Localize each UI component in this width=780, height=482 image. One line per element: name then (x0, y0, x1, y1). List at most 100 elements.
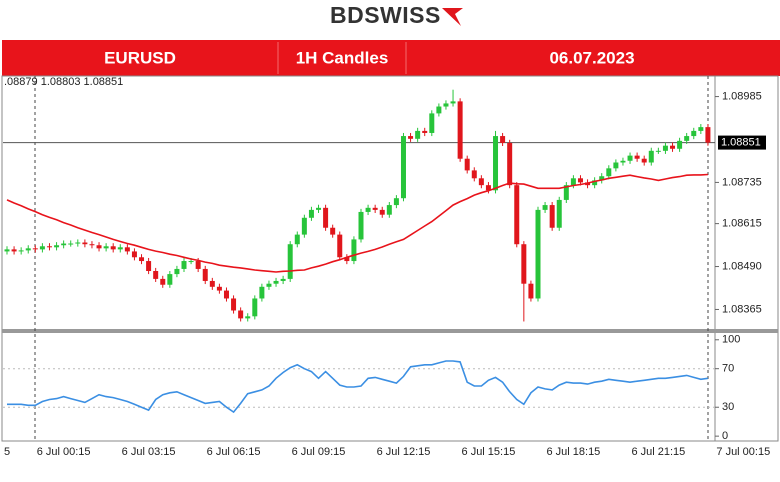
candle-body (705, 127, 711, 143)
date: 06.07.2023 (549, 48, 634, 67)
candle-body (82, 242, 88, 245)
candle-body (613, 162, 619, 169)
candle-body (124, 247, 130, 252)
candle-body (238, 310, 244, 319)
candle-body (96, 245, 102, 249)
y-tick-label: 1.08490 (722, 260, 762, 272)
candle-body (500, 136, 506, 143)
y-tick-label: 1.08735 (722, 176, 762, 188)
candle-body (316, 207, 322, 210)
candle-body (408, 136, 414, 139)
candle-body (103, 246, 109, 249)
candle-body (139, 257, 145, 262)
x-tick-label: 6 Jul 09:15 (292, 446, 346, 458)
candle-body (577, 178, 583, 183)
moving-average (6, 173, 708, 273)
y-tick-label: 1.08365 (722, 303, 762, 315)
candle-body (386, 205, 392, 215)
candle-body (691, 130, 697, 137)
candle-body (393, 198, 399, 206)
candle-body (662, 145, 668, 151)
candle-body (634, 155, 640, 159)
timeframe: 1H Candles (296, 48, 389, 67)
candle-body (606, 168, 612, 177)
candle-body (89, 244, 95, 246)
candle-body (110, 246, 116, 250)
x-tick-label: 6 Jul 21:15 (631, 446, 685, 458)
symbol: EURUSD (104, 48, 176, 67)
rsi-tick-label: 100 (722, 334, 740, 346)
x-tick-label: 6 Jul 18:15 (546, 446, 600, 458)
ohlc-readout: .08879 1.08803 1.08851 (4, 76, 123, 88)
candle-body (308, 209, 314, 218)
candle-body (379, 209, 385, 215)
candle-body (46, 246, 52, 248)
candle-body (457, 101, 463, 159)
candle-body (365, 207, 371, 212)
candle-body (209, 280, 215, 287)
candle-body (372, 207, 378, 210)
candle-body (599, 176, 605, 181)
candle-body (563, 185, 569, 200)
candle-body (245, 316, 251, 319)
candle-body (358, 211, 364, 240)
candle-body (202, 268, 208, 281)
candle-body (252, 298, 258, 317)
candle-body (68, 243, 74, 245)
candle-body (337, 234, 343, 258)
candle-body (429, 113, 435, 133)
candle-body (344, 257, 350, 262)
candle-body (167, 274, 173, 285)
candle-body (231, 298, 237, 311)
candle-body (620, 160, 626, 163)
candle-body (471, 170, 477, 179)
x-tick-label: 6 Jul 12:15 (377, 446, 431, 458)
y-tick-label: 1.08615 (722, 218, 762, 230)
y-tick-label: 1.08985 (722, 90, 762, 102)
candle-body (4, 249, 10, 252)
candle-body (450, 101, 456, 104)
x-tick-label: 7 Jul 00:15 (716, 446, 770, 458)
candle-body (485, 185, 491, 191)
candle-body (648, 150, 654, 163)
candle-body (528, 283, 534, 299)
candle-body (174, 268, 180, 275)
candle-body (592, 180, 598, 186)
candle-body (280, 278, 286, 281)
candle-body (188, 261, 194, 263)
rsi-tick-label: 0 (722, 430, 728, 442)
rsi-tick-label: 30 (722, 401, 734, 413)
candle-body (542, 205, 548, 210)
candle-body (18, 250, 24, 252)
candle-body (443, 103, 449, 107)
last-price-label: 1.08851 (721, 136, 761, 148)
rsi-tick-label: 70 (722, 363, 734, 375)
candle-body (223, 290, 229, 299)
candle-body (677, 140, 683, 149)
candle-body (422, 130, 428, 133)
candle-body (287, 244, 293, 279)
rsi-line (7, 360, 709, 414)
candle-body (351, 239, 357, 262)
candle-body (160, 278, 166, 285)
candle-body (54, 245, 60, 248)
candle-body (464, 158, 470, 171)
candle-body (670, 145, 676, 149)
candle-body (61, 243, 67, 246)
logo-icon (442, 8, 463, 26)
candle-body (146, 261, 152, 272)
candle-body (556, 199, 562, 228)
candle-body (153, 271, 159, 279)
candle-body (655, 150, 661, 152)
candle-body (478, 178, 484, 186)
candle-body (181, 261, 187, 269)
candle-body (25, 248, 31, 251)
candle-body (32, 248, 38, 250)
x-tick-label: 6 Jul 03:15 (122, 446, 176, 458)
pane-separator (2, 329, 778, 333)
candle-body (641, 158, 647, 163)
header-bar (2, 40, 780, 76)
x-tick-label: 6 Jul 00:15 (37, 446, 91, 458)
